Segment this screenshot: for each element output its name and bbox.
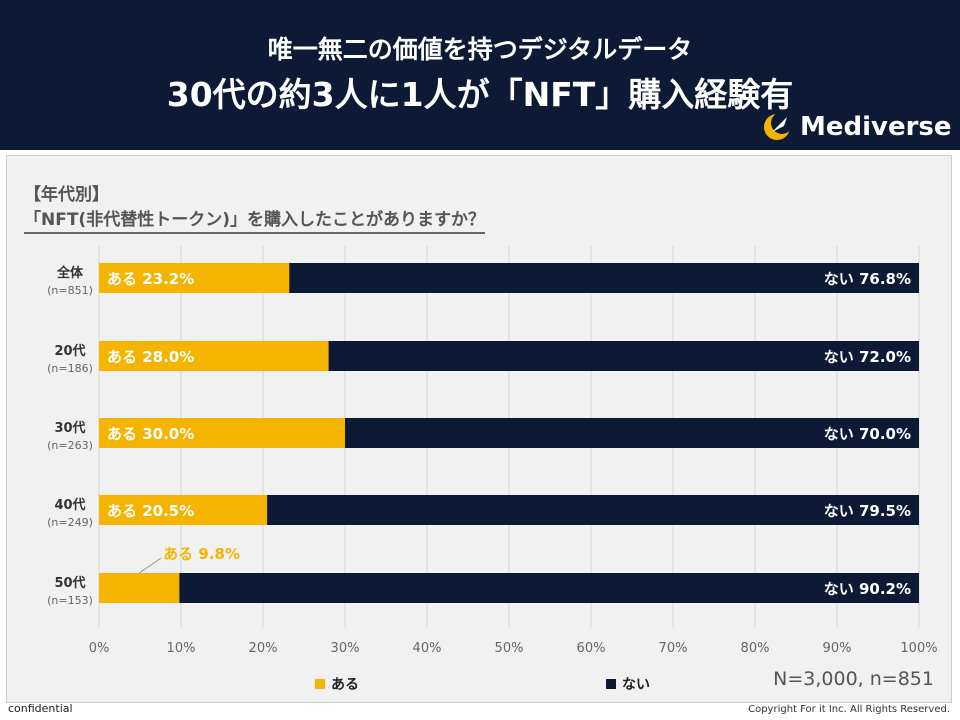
- header-subtitle: 唯一無二の価値を持つデジタルデータ: [267, 35, 693, 64]
- panel-title-category: 【年代別】: [24, 185, 109, 205]
- category-sample-size: (n=153): [47, 594, 93, 607]
- footer-copyright: Copyright For it Inc. All Rights Reserve…: [748, 704, 950, 715]
- sample-size-note: N=3,000, n=851: [773, 668, 934, 690]
- legend-swatch-nai: [606, 679, 616, 689]
- panel-title-question: 「NFT(非代替性トークン)」を購入したことがありますか？: [24, 205, 485, 234]
- x-tick-label: 40%: [413, 641, 442, 656]
- bar-segment-aru: [99, 495, 268, 525]
- bar-segment-nai: [328, 341, 920, 371]
- x-tick-label: 80%: [741, 641, 770, 656]
- data-label-nai: ない 79.5%: [824, 502, 911, 520]
- legend-swatch-aru: [315, 679, 325, 689]
- bar-segment-nai: [179, 573, 920, 603]
- bar-segment-nai: [289, 263, 919, 293]
- bar-segment-aru: [99, 573, 180, 603]
- category-label: 全体: [56, 265, 84, 281]
- data-label-nai: ない 70.0%: [824, 425, 911, 443]
- data-label-aru: ある 9.8%: [163, 545, 240, 563]
- x-tick-label: 60%: [577, 641, 606, 656]
- bar-segment-aru: [99, 418, 345, 448]
- header-title: 30代の約3人に1人が「NFT」購入経験有: [166, 75, 794, 114]
- bar-segment-aru: [99, 263, 290, 293]
- moon-rocket-icon: [764, 112, 793, 140]
- bar-segment-aru: [99, 341, 329, 371]
- data-label-nai: ない 76.8%: [824, 270, 911, 288]
- category-sample-size: (n=263): [47, 439, 93, 452]
- data-label-aru: ある 30.0%: [107, 425, 194, 443]
- x-tick-label: 50%: [495, 641, 524, 656]
- category-label: 40代: [54, 497, 85, 513]
- data-label-nai: ない 72.0%: [824, 348, 911, 366]
- x-tick-label: 30%: [331, 641, 360, 656]
- category-label: 30代: [54, 420, 85, 436]
- legend-item-aru: ある: [315, 674, 359, 694]
- data-label-aru: ある 23.2%: [107, 270, 194, 288]
- data-label-aru: ある 28.0%: [107, 348, 194, 366]
- x-tick-label: 10%: [167, 641, 196, 656]
- x-tick-label: 70%: [659, 641, 688, 656]
- x-tick-label: 90%: [823, 641, 852, 656]
- data-label-nai: ない 90.2%: [824, 580, 911, 598]
- callout-leader: [138, 557, 162, 574]
- brand-name: Mediverse: [800, 112, 952, 142]
- category-sample-size: (n=249): [47, 516, 93, 529]
- category-label: 20代: [54, 343, 85, 359]
- legend-label-aru: ある: [331, 677, 359, 693]
- data-label-aru: ある 20.5%: [107, 502, 194, 520]
- brand-logo: Mediverse: [760, 110, 952, 144]
- legend-label-nai: ない: [622, 677, 650, 693]
- header-banner: 唯一無二の価値を持つデジタルデータ 30代の約3人に1人が「NFT」購入経験有 …: [0, 0, 960, 150]
- legend-item-nai: ない: [606, 674, 650, 694]
- category-sample-size: (n=186): [47, 362, 93, 375]
- bar-segment-nai: [345, 418, 919, 448]
- footer-confidential: confidential: [8, 702, 73, 715]
- x-tick-label: 20%: [249, 641, 278, 656]
- category-label: 50代: [54, 575, 85, 591]
- x-tick-label: 100%: [900, 641, 937, 656]
- x-tick-label: 0%: [89, 641, 110, 656]
- category-sample-size: (n=851): [47, 284, 93, 297]
- bar-segment-nai: [267, 495, 920, 525]
